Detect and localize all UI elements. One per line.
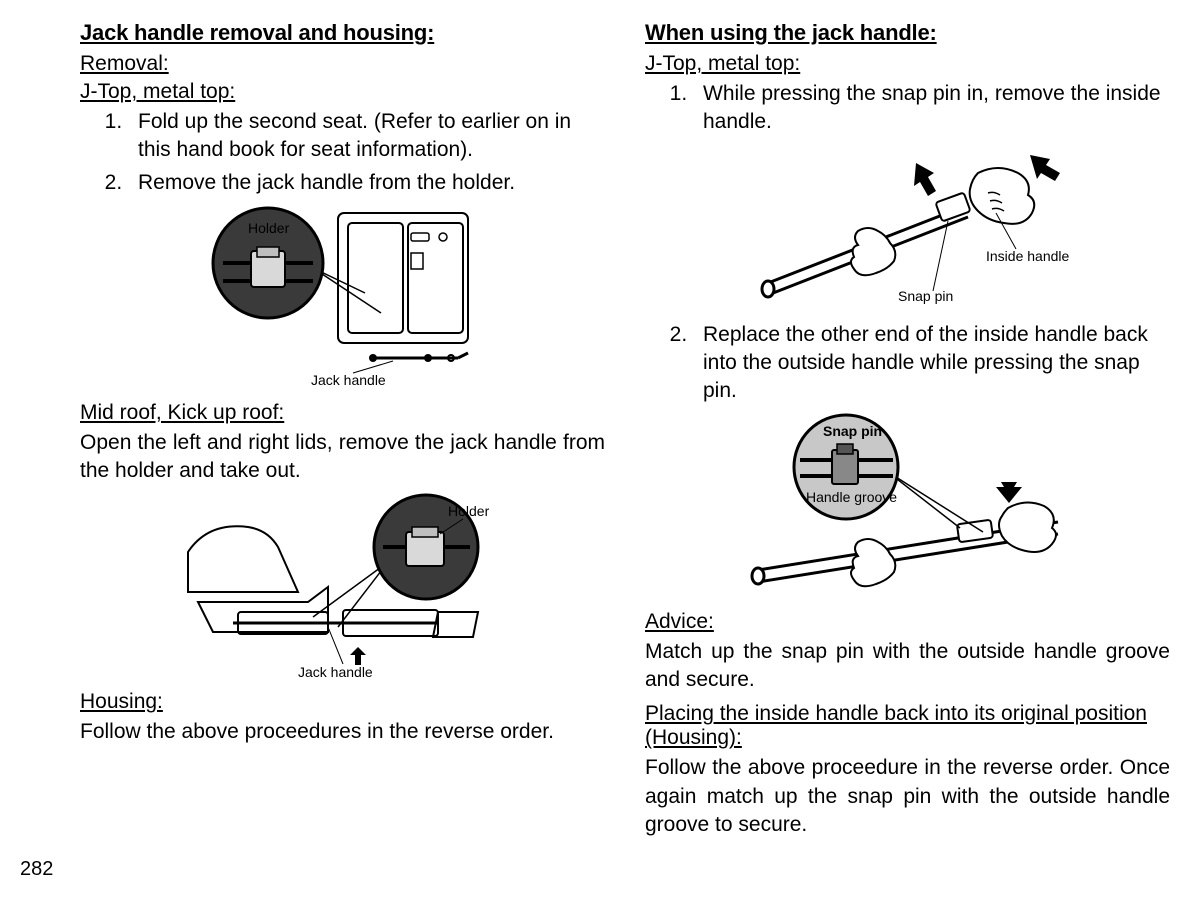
right-steps-list-2: Replace the other end of the inside hand…	[645, 321, 1170, 406]
left-title: Jack handle removal and housing:	[80, 20, 605, 46]
placing-text: Follow the above proceedure in the rever…	[645, 754, 1170, 839]
removal-heading: Removal:	[80, 52, 605, 76]
advice-text: Match up the snap pin with the outside h…	[645, 638, 1170, 695]
right-step-1: While pressing the snap pin in, remove t…	[693, 80, 1170, 137]
fig3-label-inside: Inside handle	[986, 248, 1070, 264]
left-column: Jack handle removal and housing: Removal…	[80, 20, 605, 843]
page-container: Jack handle removal and housing: Removal…	[0, 0, 1200, 863]
right-step-2: Replace the other end of the inside hand…	[693, 321, 1170, 406]
fig4-label-snap: Snap pin	[823, 423, 882, 439]
housing-text: Follow the above proceedures in the reve…	[80, 718, 605, 746]
fig4-label-groove: Handle groove	[806, 489, 897, 505]
left-jtop-heading: J-Top, metal top:	[80, 80, 605, 104]
housing-heading: Housing:	[80, 690, 605, 714]
page-number: 282	[20, 858, 53, 881]
figure-jack-holder-interior: Holder Jack handle	[193, 203, 493, 393]
fig3-label-snap: Snap pin	[898, 288, 953, 304]
right-steps-list-1: While pressing the snap pin in, remove t…	[645, 80, 1170, 137]
fig2-label-handle: Jack handle	[298, 664, 373, 680]
figure-snap-pin-remove: Snap pin Inside handle	[738, 143, 1078, 313]
figure-snap-pin-replace: Snap pin Handle groove	[728, 412, 1088, 602]
right-column: When using the jack handle: J-Top, metal…	[645, 20, 1170, 843]
midroof-heading: Mid roof, Kick up roof:	[80, 401, 605, 425]
right-jtop-heading: J-Top, metal top:	[645, 52, 1170, 76]
fig2-label-holder: Holder	[448, 503, 490, 519]
midroof-text: Open the left and right lids, remove the…	[80, 429, 605, 486]
placing-heading: Placing the inside handle back into its …	[645, 702, 1170, 750]
left-step-2: Remove the jack handle from the holder.	[128, 169, 605, 197]
right-title: When using the jack handle:	[645, 20, 1170, 46]
left-step-1: Fold up the second seat. (Refer to earli…	[128, 108, 605, 165]
left-steps-list: Fold up the second seat. (Refer to earli…	[80, 108, 605, 197]
advice-heading: Advice:	[645, 610, 1170, 634]
figure-midroof-holder: Holder Jack handle	[178, 492, 508, 682]
fig1-label-handle: Jack handle	[311, 372, 386, 388]
fig1-label-holder: Holder	[248, 220, 290, 236]
